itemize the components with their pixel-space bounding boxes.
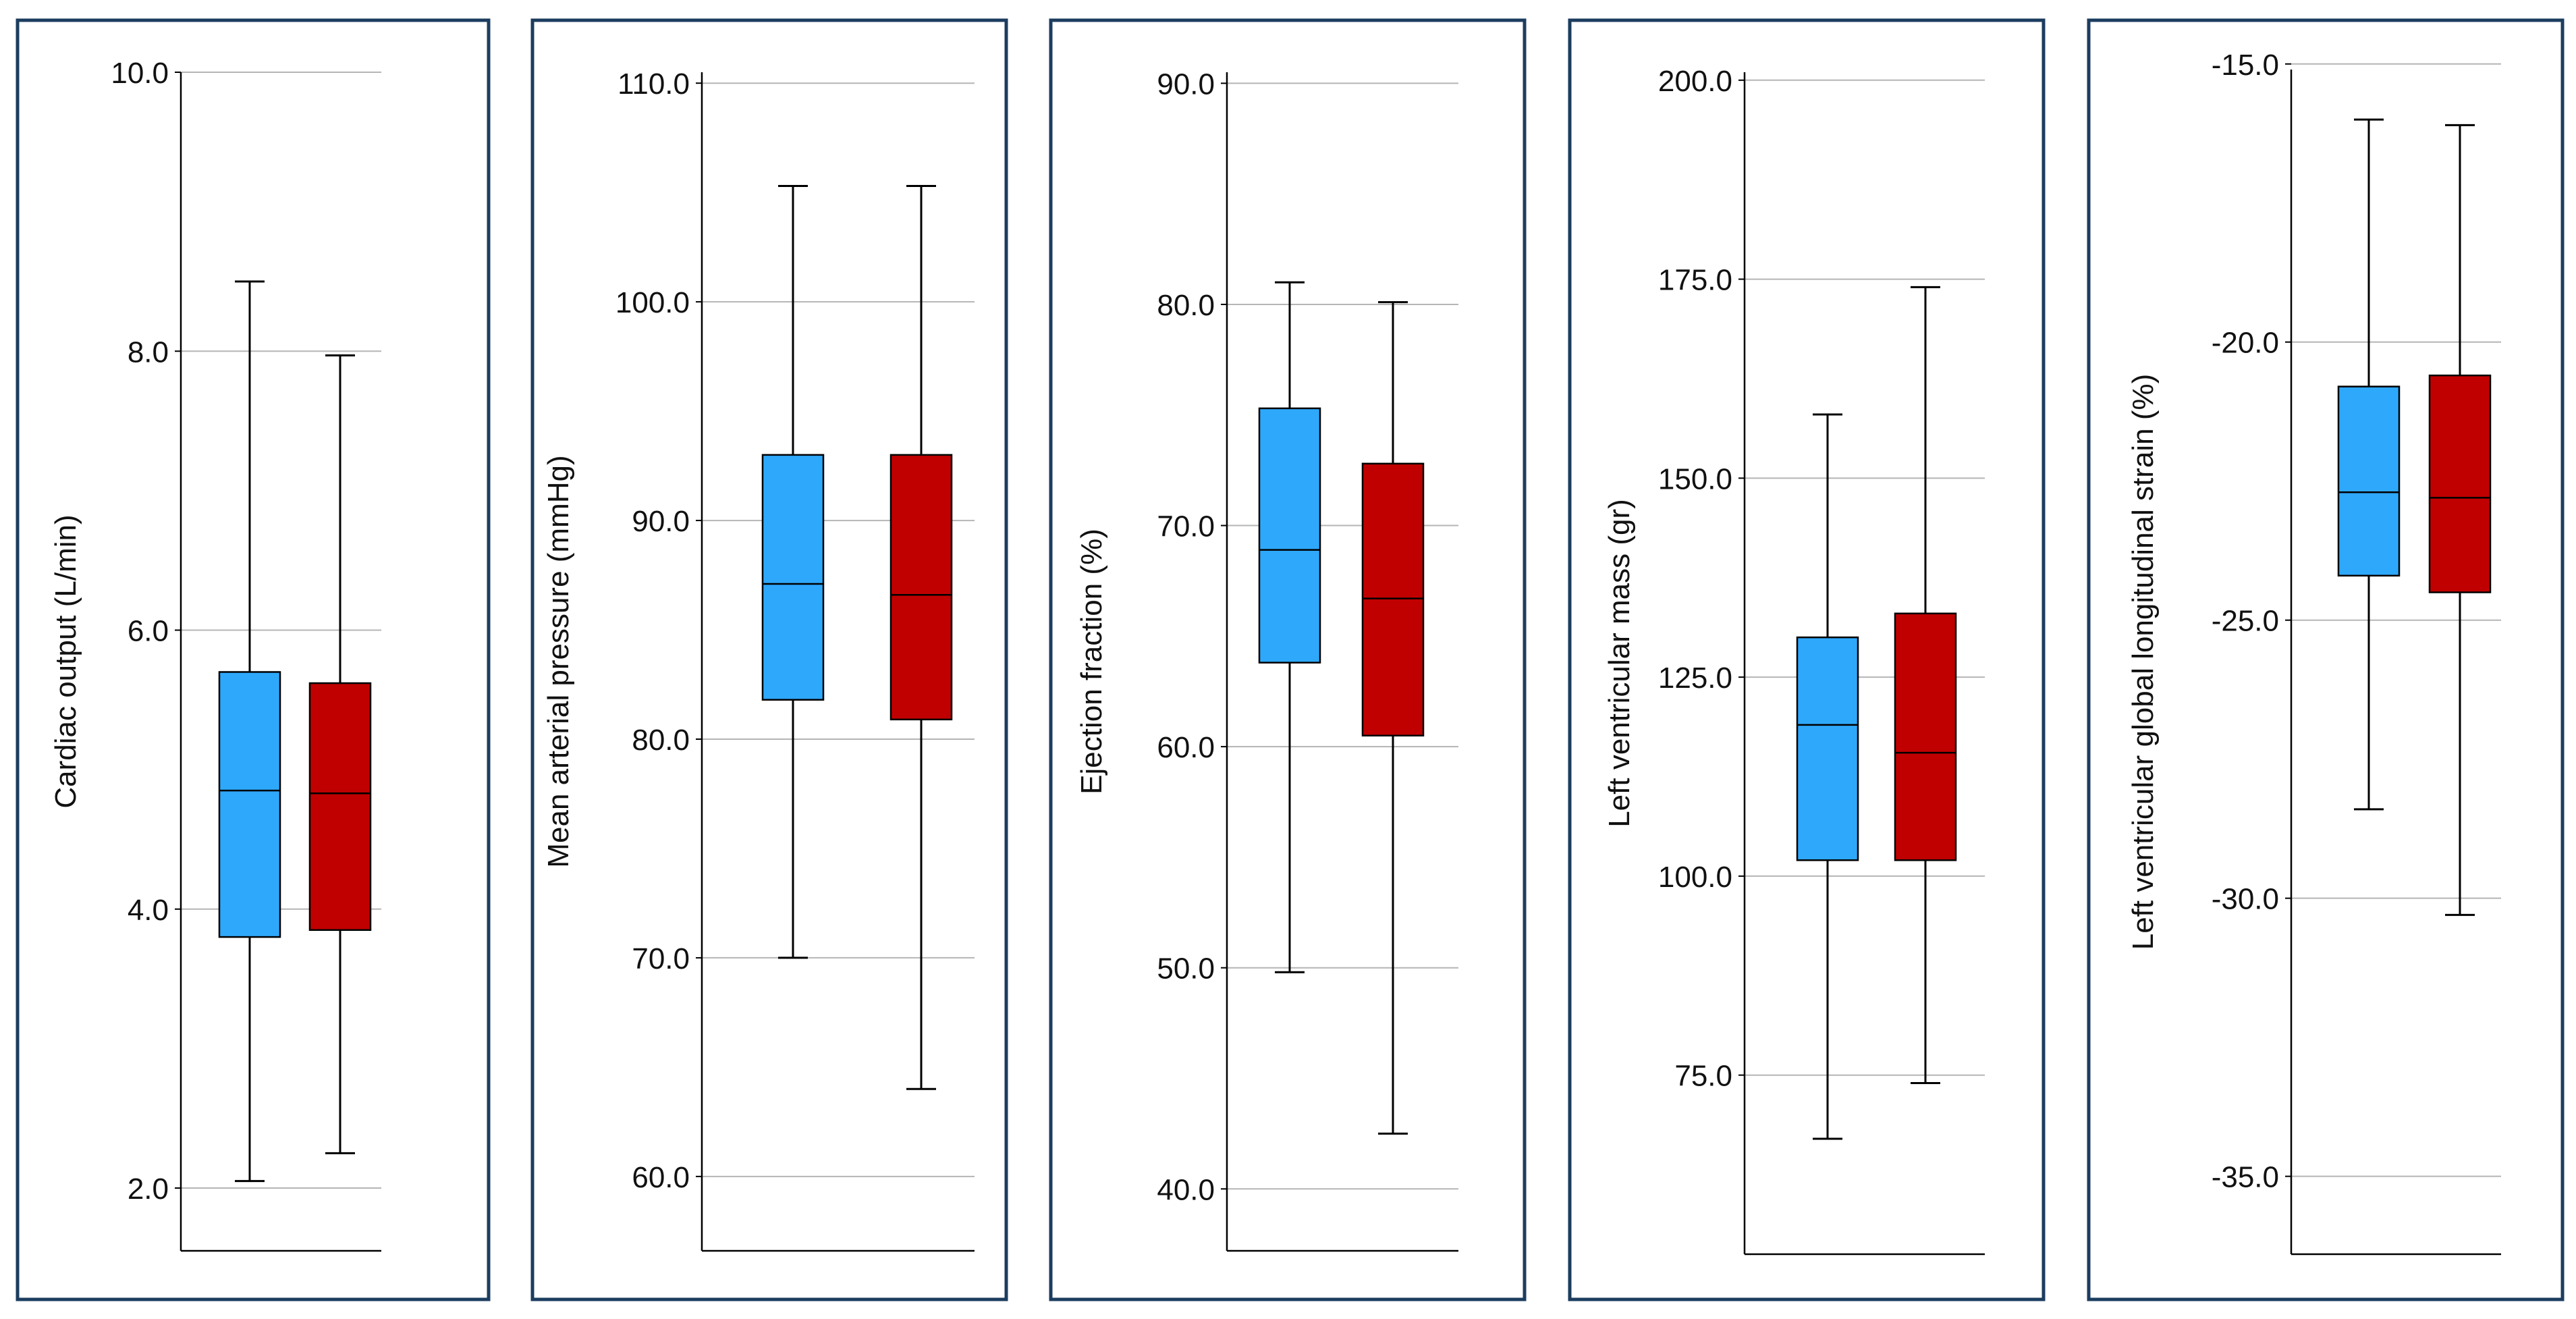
tick-label: 200.0 — [1658, 65, 1732, 98]
tick-label: 60.0 — [632, 1161, 690, 1194]
tick-label: 110.0 — [618, 68, 690, 101]
tick-label: 100.0 — [615, 286, 690, 319]
panel-1: 2.0 4.0 6.0 8.0 10.0 Cardiac output (L/min) — [16, 18, 491, 1301]
tick-label: 100.0 — [1658, 861, 1732, 894]
tick-label: 90.0 — [1157, 68, 1215, 101]
tick-label: 70.0 — [1157, 510, 1215, 543]
tick-label: 75.0 — [1674, 1060, 1732, 1093]
tick-label: 70.0 — [632, 942, 690, 975]
box-iqr — [1894, 612, 1957, 861]
panel-frame — [1568, 18, 2046, 1301]
box-series-1 — [2337, 118, 2401, 811]
panel-5: -35.0 -30.0 -25.0 -20.0 -15.0 Left ventricula… — [2087, 18, 2565, 1301]
tick-label: 60.0 — [1157, 731, 1215, 764]
y-axis-label: Cardiac output (L/min) — [49, 514, 82, 808]
box-iqr — [1361, 462, 1425, 736]
box-series-2 — [889, 184, 953, 1090]
tick-label: 80.0 — [1157, 289, 1215, 322]
tick-label: 80.0 — [632, 724, 690, 757]
box-series-2 — [308, 354, 372, 1154]
tick-label: -30.0 — [2212, 883, 2279, 916]
panel-2: 60.0 70.0 80.0 90.0 100.0 110.0 Mean arterial … — [530, 18, 1008, 1301]
tick-label: 10.0 — [111, 57, 169, 90]
box-iqr — [889, 454, 953, 721]
box-iqr — [218, 671, 281, 938]
panel-frame — [16, 18, 491, 1301]
box-series-1 — [1258, 281, 1321, 973]
tick-label: 4.0 — [128, 894, 169, 927]
tick-label: 6.0 — [128, 615, 169, 648]
panel-frame — [2087, 18, 2565, 1301]
tick-label: 90.0 — [632, 505, 690, 538]
panel-4: 75.0 100.0 125.0 150.0 175.0 200.0 Left ventri… — [1568, 18, 2046, 1301]
tick-label: -20.0 — [2212, 327, 2279, 360]
tick-label: -35.0 — [2212, 1161, 2279, 1194]
tick-label: 50.0 — [1157, 952, 1215, 986]
tick-label: 2.0 — [128, 1173, 169, 1206]
tick-label: 40.0 — [1157, 1173, 1215, 1206]
box-series-1 — [218, 280, 281, 1183]
tick-label: 8.0 — [128, 335, 169, 369]
box-series-1 — [1796, 413, 1859, 1140]
box-series-2 — [2428, 124, 2492, 916]
tick-label: 150.0 — [1658, 462, 1732, 495]
panel-3: 40.0 50.0 60.0 70.0 80.0 90.0 Ejection fractio… — [1049, 18, 1527, 1301]
box-iqr — [1258, 407, 1321, 664]
box-series-2 — [1361, 301, 1425, 1135]
tick-label: 175.0 — [1658, 264, 1732, 297]
tick-label: -25.0 — [2212, 605, 2279, 638]
tick-label: 125.0 — [1658, 662, 1732, 695]
panel-frame — [1049, 18, 1527, 1301]
box-series-2 — [1894, 286, 1957, 1084]
box-iqr — [2337, 385, 2401, 577]
box-iqr — [308, 682, 372, 932]
box-iqr — [761, 454, 825, 701]
box-iqr — [1796, 636, 1859, 861]
panel-frame — [530, 18, 1008, 1301]
y-axis-label: Mean arterial pressure (mmHg) — [542, 455, 575, 867]
y-axis-label: Left ventricular global longitudinal str… — [2127, 374, 2160, 950]
tick-label: -15.0 — [2212, 49, 2279, 82]
y-axis-label: Left ventricular mass (gr) — [1603, 499, 1636, 828]
box-series-1 — [761, 184, 825, 959]
box-iqr — [2428, 374, 2492, 593]
y-axis-label: Ejection fraction (%) — [1075, 529, 1108, 795]
